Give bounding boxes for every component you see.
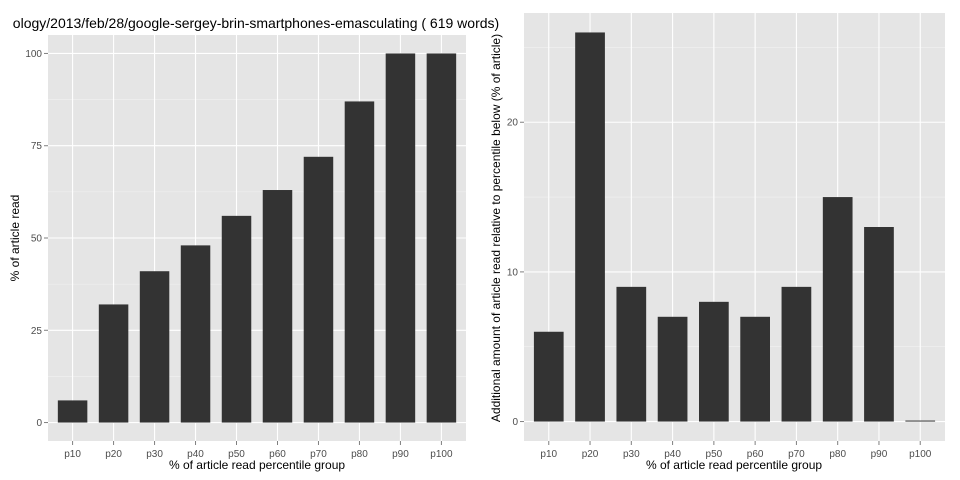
bar-series bbox=[57, 53, 457, 423]
y-tick-label: 25 bbox=[31, 326, 43, 337]
bar-p30 bbox=[139, 271, 170, 423]
x-tick-label: p80 bbox=[829, 449, 846, 460]
x-tick-label: p50 bbox=[706, 449, 723, 460]
x-tick-label: p100 bbox=[430, 449, 453, 460]
x-tick-label: p90 bbox=[871, 449, 888, 460]
bar-p20 bbox=[575, 32, 605, 422]
bar-p20 bbox=[98, 304, 129, 423]
x-tick-label: p40 bbox=[187, 449, 204, 460]
bar-p90 bbox=[864, 227, 894, 422]
bar-p10 bbox=[533, 331, 564, 422]
bar-p70 bbox=[303, 156, 334, 423]
chart-title: ology/2013/feb/28/google-sergey-brin-sma… bbox=[13, 15, 499, 31]
bar-p100 bbox=[426, 53, 457, 423]
bar-p40 bbox=[180, 245, 211, 423]
bar-p70 bbox=[781, 286, 812, 422]
y-tick-label: 0 bbox=[36, 418, 42, 429]
x-tick-label: p80 bbox=[351, 449, 368, 460]
x-axis-title: % of article read percentile group bbox=[169, 458, 345, 472]
x-axis-title: % of article read percentile group bbox=[646, 458, 822, 472]
y-axis-ticks: 0 10 20 bbox=[507, 118, 524, 428]
y-tick-label: 100 bbox=[25, 49, 42, 60]
bar-p90 bbox=[385, 53, 416, 423]
chart-left: ology/2013/feb/28/google-sergey-brin-sma… bbox=[8, 15, 499, 472]
y-tick-label: 0 bbox=[512, 417, 518, 428]
chart-right: 0 10 20 p10 p20 p30 p40 p50 p60 p70 p80 p90 p100 % … bbox=[489, 13, 945, 472]
x-tick-label: p10 bbox=[64, 449, 81, 460]
x-tick-label: p40 bbox=[664, 449, 681, 460]
x-tick-label: p50 bbox=[228, 449, 245, 460]
x-tick-label: p10 bbox=[540, 449, 557, 460]
bar-p30 bbox=[616, 286, 647, 422]
x-axis-ticks: p10 p20 p30 p40 p50 p60 p70 p80 p90 p100 bbox=[64, 441, 453, 460]
x-tick-label: p90 bbox=[392, 449, 409, 460]
bar-p80 bbox=[822, 197, 853, 422]
bar-p60 bbox=[740, 316, 770, 422]
x-tick-label: p70 bbox=[310, 449, 327, 460]
x-tick-label: p20 bbox=[582, 449, 599, 460]
y-axis-title: Additional amount of article read relati… bbox=[489, 34, 503, 422]
x-tick-label: p30 bbox=[623, 449, 640, 460]
x-tick-label: p100 bbox=[909, 449, 932, 460]
y-tick-label: 50 bbox=[31, 234, 43, 245]
x-tick-label: p70 bbox=[788, 449, 805, 460]
bar-p50 bbox=[699, 301, 729, 422]
y-tick-label: 10 bbox=[507, 267, 519, 278]
y-tick-label: 75 bbox=[31, 141, 43, 152]
x-tick-label: p20 bbox=[105, 449, 122, 460]
bar-p50 bbox=[221, 215, 252, 423]
y-tick-label: 20 bbox=[507, 118, 519, 129]
y-axis-ticks: 0 25 50 75 100 bbox=[25, 49, 48, 429]
y-axis-title: % of article read bbox=[8, 195, 22, 282]
x-axis-ticks: p10 p20 p30 p40 p50 p60 p70 p80 p90 p100 bbox=[540, 441, 932, 460]
bar-p60 bbox=[262, 190, 293, 423]
bar-series bbox=[533, 32, 936, 422]
x-tick-label: p60 bbox=[747, 449, 764, 460]
bar-p10 bbox=[57, 400, 88, 423]
x-tick-label: p30 bbox=[146, 449, 163, 460]
x-tick-label: p60 bbox=[269, 449, 286, 460]
bar-p80 bbox=[344, 101, 375, 423]
bar-p100 bbox=[905, 420, 936, 422]
bar-p40 bbox=[657, 316, 688, 422]
